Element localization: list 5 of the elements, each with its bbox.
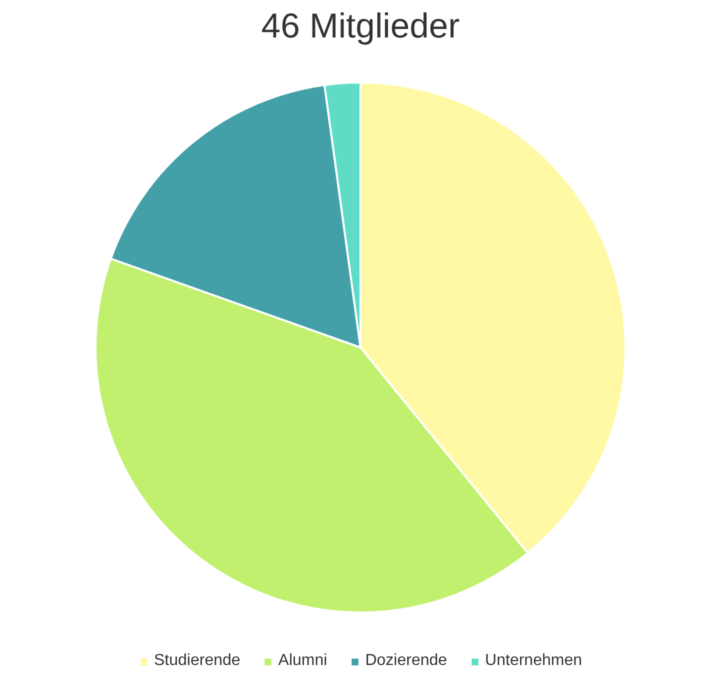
legend-label: Dozierende [365, 652, 448, 670]
legend-label: Alumni [278, 652, 328, 670]
chart-title: 46 Mitglieder [261, 8, 460, 46]
legend-label: Studierende [154, 652, 240, 670]
legend-label: Unternehmen [485, 652, 582, 670]
